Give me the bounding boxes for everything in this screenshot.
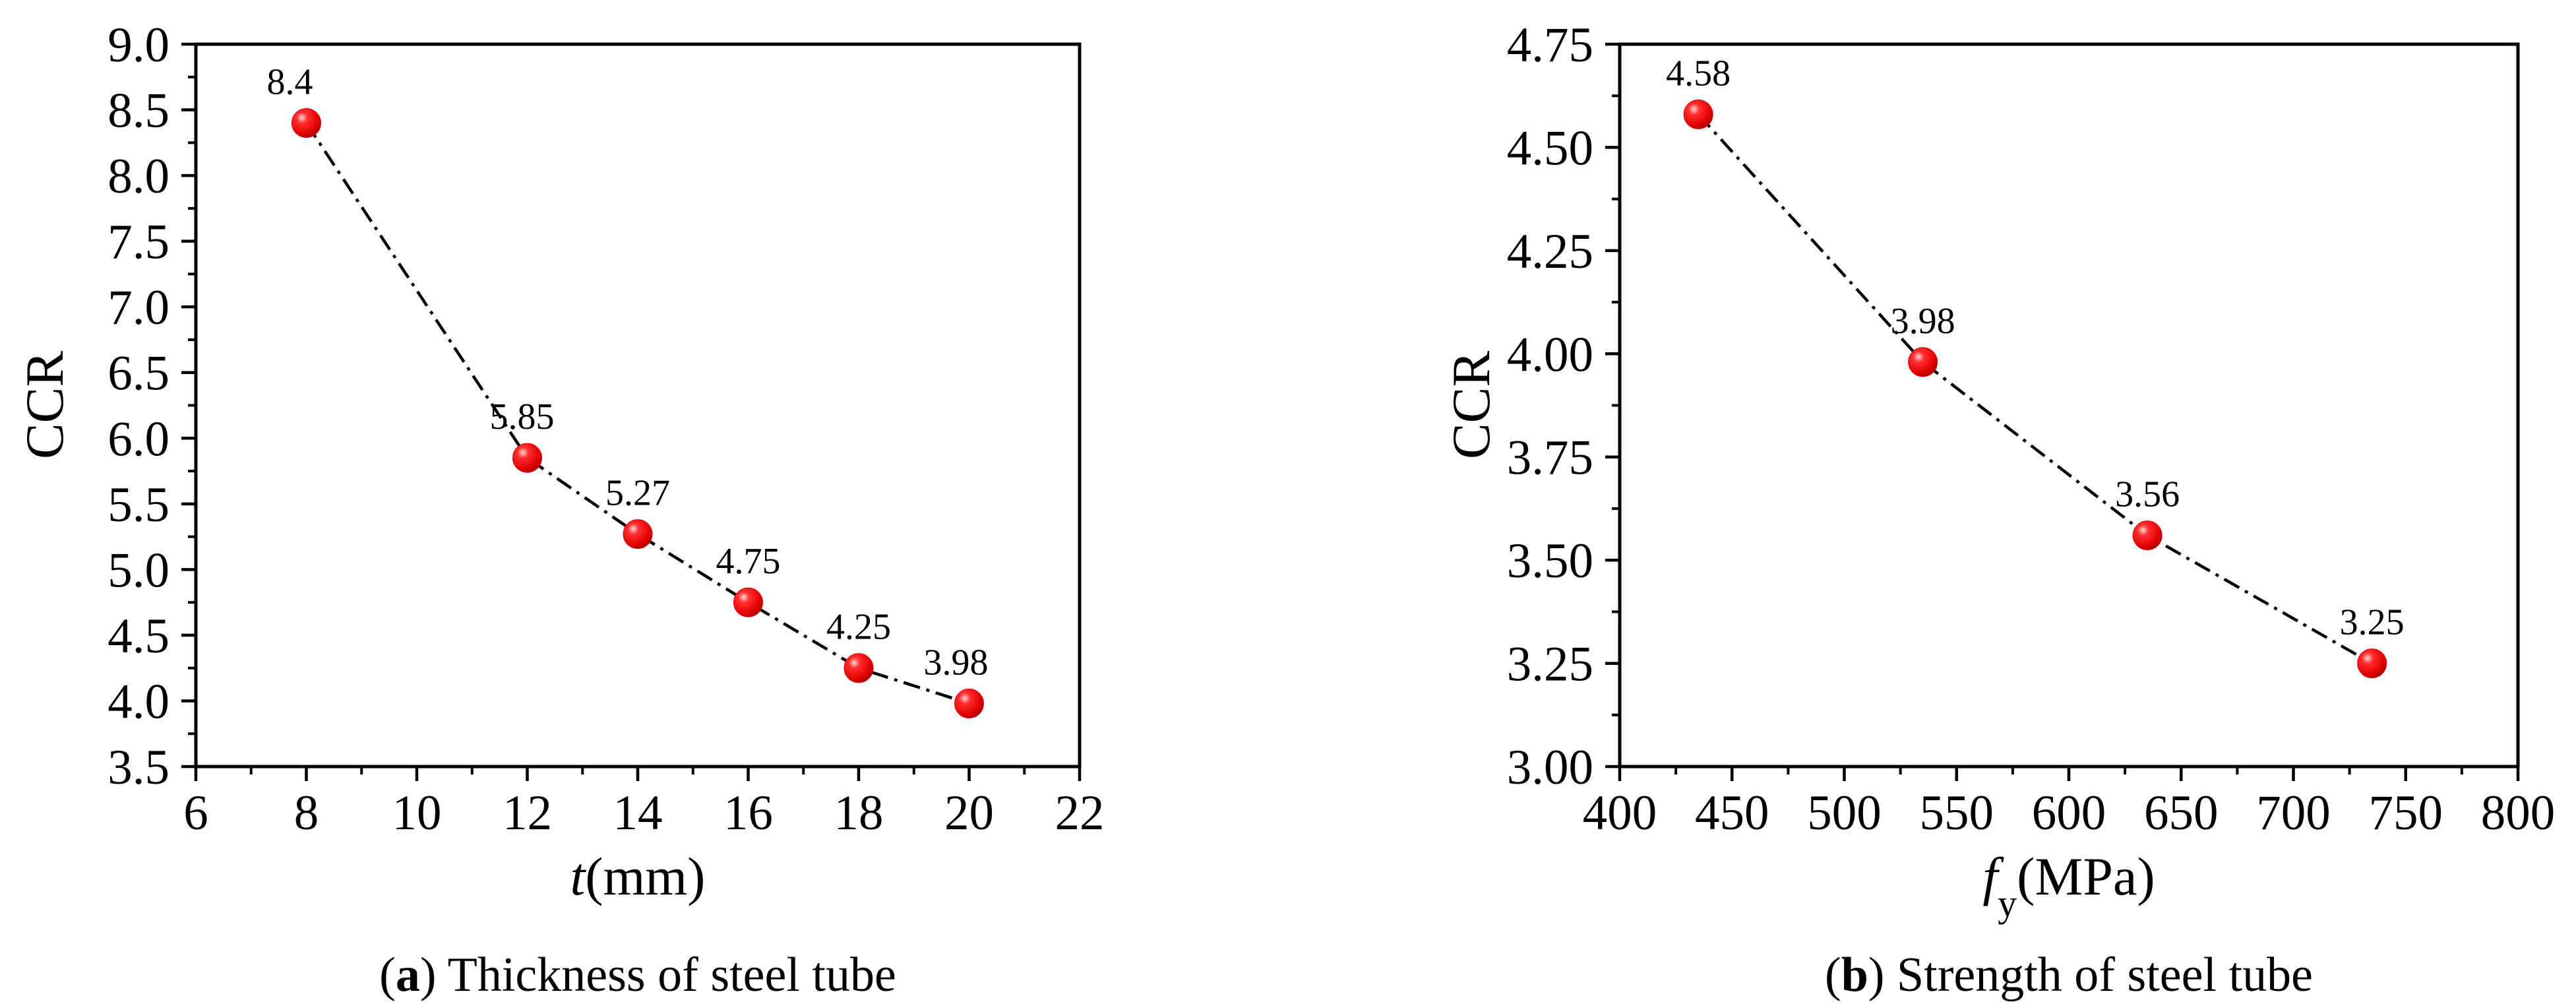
caption-a: (a) Thickness of steel tube — [379, 948, 896, 1002]
b-x-tick-label: 500 — [1807, 786, 1882, 840]
a-data-point — [843, 653, 874, 683]
b-data-point — [1683, 99, 1713, 129]
a-y-tick-label: 7.5 — [107, 215, 169, 270]
a-data-point — [291, 108, 321, 138]
caption-a-text: Thickness of steel tube — [448, 948, 896, 1002]
a-x-tick-label: 12 — [503, 786, 552, 840]
series-line-a — [305, 122, 970, 705]
b-x-tick-label: 750 — [2369, 786, 2443, 840]
a-data-point — [733, 587, 763, 617]
b-y-tick-label: 4.25 — [1507, 224, 1593, 279]
caption-b-open: ( — [1825, 948, 1841, 1002]
a-y-tick-label: 5.0 — [107, 543, 169, 598]
y-axis-label-b: CCR — [1441, 351, 1501, 459]
b-x-tick-label: 450 — [1695, 786, 1769, 840]
b-y-tick-label: 4.00 — [1507, 327, 1593, 382]
b-data-label: 4.58 — [1666, 53, 1731, 94]
data-points-b: 4.58 3.98 3.56 3.25 — [1666, 53, 2405, 679]
a-x-tick-label: 22 — [1055, 786, 1105, 840]
b-x-tick-label: 800 — [2481, 786, 2556, 840]
b-y-tick-label: 3.50 — [1507, 534, 1593, 588]
b-data-label: 3.56 — [2115, 474, 2180, 515]
b-x-tick-label: 650 — [2144, 786, 2219, 840]
a-y-tick-label: 8.0 — [107, 149, 169, 204]
b-data-point — [2357, 648, 2387, 679]
b-data-point — [1908, 347, 1938, 377]
chart-panel-b: 400 450 500 550 600 650 700 750 800 3.00 3.25 3.50 3… — [1441, 18, 2555, 1002]
b-x-tick-label: 600 — [2032, 786, 2106, 840]
a-x-tick-label: 18 — [834, 786, 884, 840]
a-y-tick-label: 4.5 — [107, 609, 169, 664]
a-data-label: 5.27 — [605, 473, 670, 514]
x-axis-label-a-unit: (mm) — [585, 846, 705, 906]
a-data-point — [954, 688, 984, 718]
a-y-tick-label: 4.0 — [107, 674, 169, 729]
a-y-tick-label: 6.5 — [107, 346, 169, 401]
b-x-tick-label: 700 — [2256, 786, 2331, 840]
b-data-label: 3.25 — [2340, 602, 2405, 643]
a-y-tick-label: 3.5 — [107, 740, 169, 795]
a-data-point — [623, 519, 653, 550]
ticks-a: 6 8 10 12 14 16 18 20 22 3.5 4.0 4.5 5.0 5.5 6.0 6.5 7.0… — [107, 18, 1104, 840]
caption-a-open: ( — [379, 948, 396, 1002]
series-line-b — [1697, 113, 2373, 665]
a-x-tick-label: 6 — [183, 786, 208, 840]
a-x-tick-label: 16 — [723, 786, 773, 840]
x-axis-label-b-unit: (MPa) — [2017, 846, 2155, 906]
caption-b: (b) Strength of steel tube — [1825, 948, 2313, 1002]
caption-b-letter: b — [1841, 948, 1868, 1002]
a-y-tick-label: 8.5 — [107, 84, 169, 139]
data-points-a: 8.4 5.85 5.27 4.75 4.25 3.98 — [267, 61, 989, 718]
a-y-tick-label: 5.5 — [107, 478, 169, 532]
a-y-tick-label: 7.0 — [107, 280, 169, 335]
b-y-tick-label: 3.75 — [1507, 431, 1593, 486]
a-data-label: 4.25 — [826, 607, 891, 648]
caption-b-text: Strength of steel tube — [1897, 948, 2313, 1002]
a-x-tick-label: 10 — [392, 786, 442, 840]
a-y-tick-label: 6.0 — [107, 412, 169, 466]
a-data-point — [512, 443, 542, 473]
a-x-tick-label: 8 — [294, 786, 319, 840]
b-y-tick-label: 3.00 — [1507, 740, 1593, 795]
a-data-label: 4.75 — [716, 541, 781, 582]
x-axis-label-b-subscript: y — [1998, 882, 2017, 925]
b-x-tick-label: 550 — [1920, 786, 1994, 840]
a-x-tick-label: 14 — [613, 786, 663, 840]
caption-b-close: ) — [1868, 948, 1897, 1002]
b-y-tick-label: 4.75 — [1507, 18, 1593, 73]
a-data-label: 5.85 — [490, 396, 555, 437]
b-y-tick-label: 3.25 — [1507, 637, 1593, 692]
b-data-point — [2132, 520, 2162, 551]
b-data-label: 3.98 — [1891, 301, 1955, 342]
x-axis-label-a-symbol: t — [570, 846, 587, 906]
caption-a-close: ) — [420, 948, 448, 1002]
ticks-b: 400 450 500 550 600 650 700 750 800 3.00 3.25 3.50 3… — [1507, 18, 2556, 840]
a-data-label: 8.4 — [267, 61, 313, 102]
b-y-tick-label: 4.50 — [1507, 121, 1593, 175]
x-axis-label-a: t(mm) — [570, 846, 706, 906]
a-x-tick-label: 20 — [944, 786, 994, 840]
y-axis-label-a: CCR — [15, 351, 75, 459]
x-axis-label-b: fy(MPa) — [1982, 846, 2155, 925]
caption-a-letter: a — [396, 948, 420, 1002]
a-data-label: 3.98 — [924, 642, 989, 683]
chart-panel-a: 6 8 10 12 14 16 18 20 22 3.5 4.0 4.5 5.0 5.5 6.0 6.5 7.0… — [15, 18, 1105, 1002]
a-y-tick-label: 9.0 — [107, 18, 169, 73]
b-x-tick-label: 400 — [1583, 786, 1657, 840]
